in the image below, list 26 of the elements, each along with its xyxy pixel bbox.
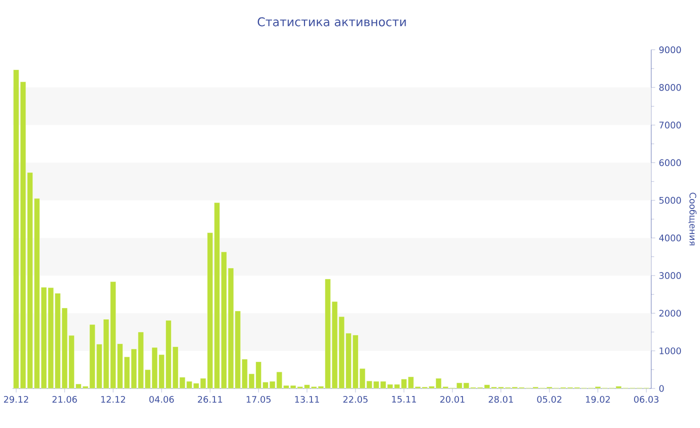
x-tick-label: 19.02 [586,396,610,403]
x-tick-label: 06.03 [634,396,658,403]
x-tick-label: 29.12 [4,396,28,403]
chart-title: Статистика активности [258,17,406,26]
y-tick-label: 1000 [660,347,681,354]
x-tick-label: 21.06 [52,396,77,403]
x-tick-label: 05.02 [537,396,562,403]
x-tick-label: 12.12 [101,396,126,402]
x-tick-label: 20.01 [440,396,464,403]
y-tick-label: 4000 [659,234,681,242]
y-tick-label: 5000 [659,196,681,204]
y-tick-label: 0 [659,384,664,392]
y-tick-label: 9000 [659,46,681,54]
y-tick-label: 8000 [659,84,681,91]
y-tick-label: 2000 [659,310,681,316]
x-tick-label: 04.06 [149,396,174,403]
x-tick-label: 22.05 [343,396,368,403]
x-tick-label: 26.11 [198,396,222,403]
y-tick-label: 3000 [659,272,681,279]
x-tick-label: 28.01 [488,396,513,403]
x-tick-label: 15.11 [392,396,416,402]
y-tick-label: 6000 [659,159,681,166]
y-tick-label: 7000 [659,122,681,128]
x-tick-label: 17.05 [246,396,271,403]
y-axis-title: Сообщения [688,192,697,246]
x-tick-label: 13.11 [295,396,320,403]
